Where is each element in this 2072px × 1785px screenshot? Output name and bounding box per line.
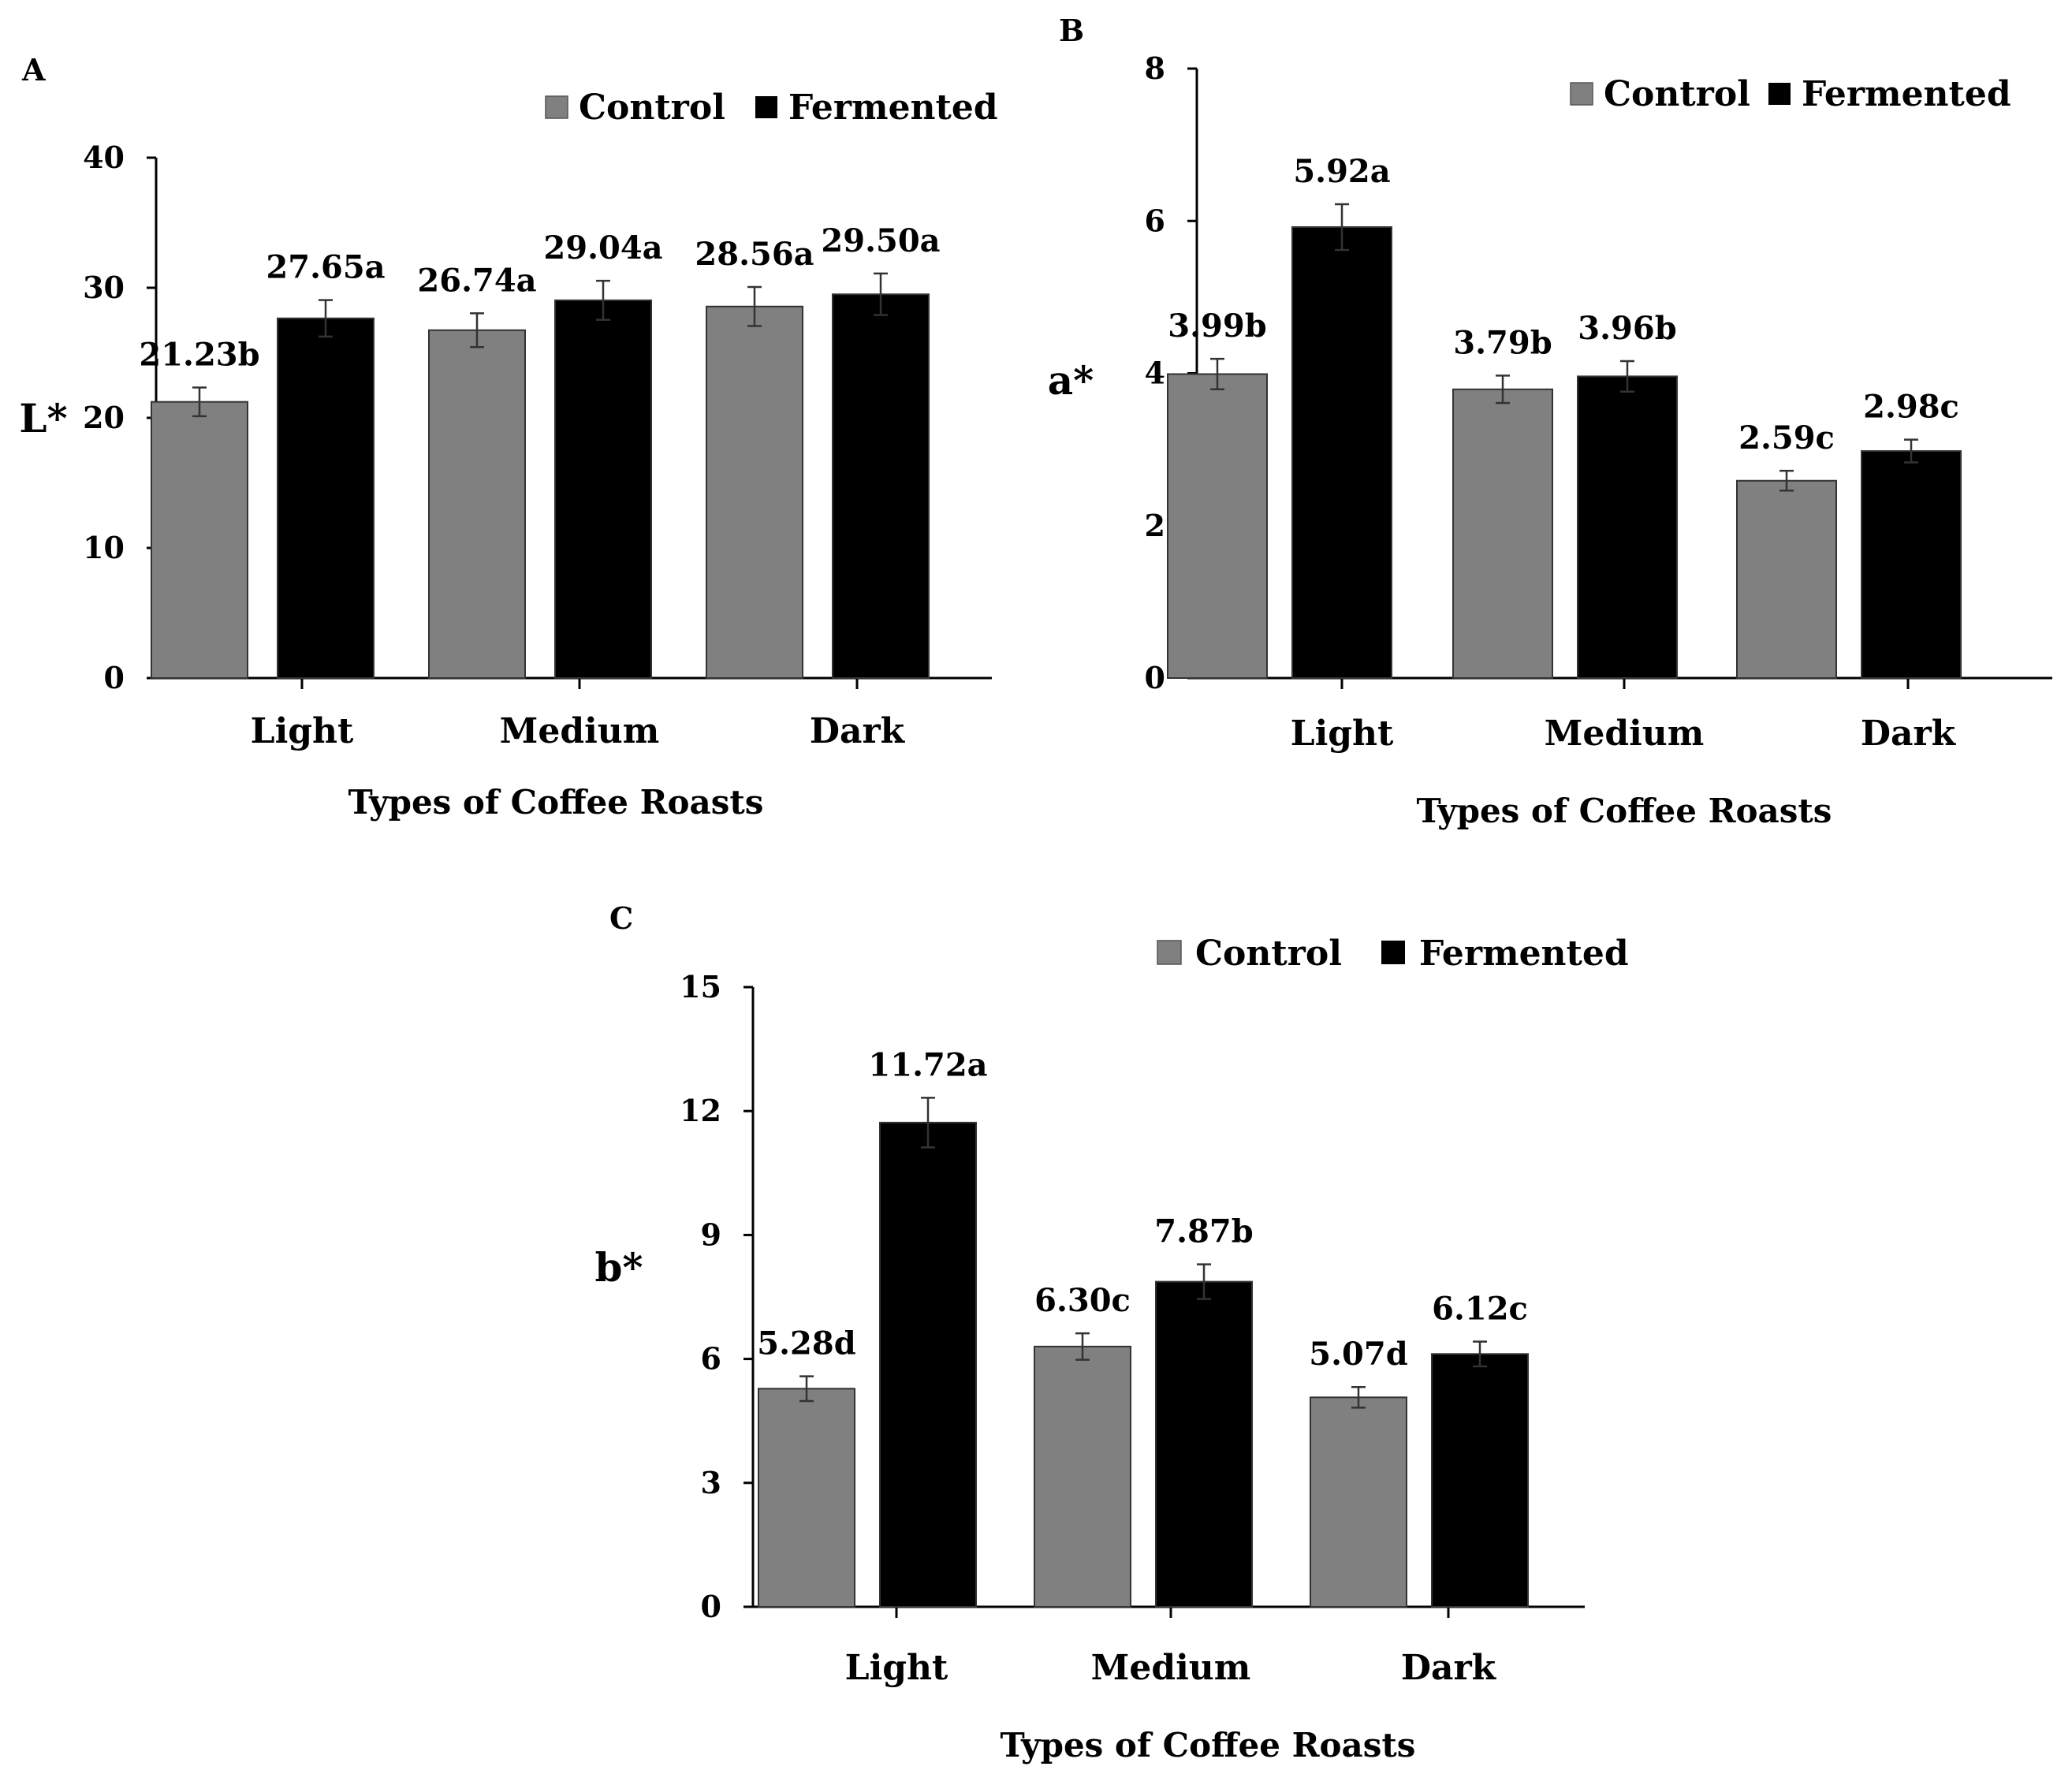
panel-a-bar-fermented-medium	[554, 299, 652, 679]
panel-a-y-tick-label: 10	[83, 530, 125, 565]
panel-c-x-tick-label: Dark	[1401, 1648, 1497, 1688]
panel-c-legend: Control Fermented	[1157, 933, 1629, 974]
panel-a-x-tick-label: Dark	[810, 711, 906, 751]
panel-b-bar-control-medium	[1452, 388, 1553, 679]
panel-b-y-tick-label: 0	[1145, 660, 1165, 695]
legend-swatch-fermented	[755, 96, 777, 118]
panel-c-ylabel: b*	[594, 1244, 643, 1291]
panel-a-data-label: 26.74a	[417, 262, 536, 299]
panel-b-bar-fermented-medium	[1577, 375, 1678, 679]
panel-c-y-tick-label: 9	[701, 1217, 721, 1252]
panel-a: A L* Types of Coffee Roasts Control Ferm…	[19, 52, 997, 822]
panel-a-y-tick-label: 20	[83, 400, 125, 435]
panel-a-data-label: 28.56a	[695, 236, 814, 273]
panel-a-y-tick-label: 40	[83, 140, 125, 175]
panel-b-data-label: 2.59c	[1738, 419, 1835, 456]
panel-c-y-tick-label: 0	[701, 1589, 721, 1624]
panel-b-x-tick-label: Dark	[1861, 714, 1957, 754]
panel-c-bar-fermented-light	[879, 1121, 977, 1608]
panel-c-data-label: 5.28d	[757, 1325, 855, 1362]
panel-a-bar-control-dark	[706, 305, 803, 679]
panel-b-y-tick-label: 8	[1145, 50, 1165, 86]
panel-a-data-label: 29.50a	[821, 222, 940, 259]
panel-a-data-label: 27.65a	[266, 249, 385, 286]
panel-a-bar-fermented-light	[277, 317, 375, 679]
panel-b-bar-control-dark	[1736, 479, 1837, 680]
panel-a-bar-control-light	[151, 401, 248, 679]
panel-a-x-tick-label: Medium	[500, 711, 660, 751]
panel-b-ylabel: a*	[1048, 357, 1094, 404]
panel-a-bar-fermented-dark	[832, 293, 930, 679]
panel-b-xlabel: Types of Coffee Roasts	[1417, 792, 1832, 830]
panel-c-x-tick-label: Light	[845, 1648, 948, 1688]
panel-c-x-tick-label: Medium	[1091, 1648, 1251, 1688]
panel-c-xlabel: Types of Coffee Roasts	[1001, 1726, 1416, 1765]
legend-label-fermented: Fermented	[788, 88, 998, 128]
panel-b-bar-control-light	[1167, 373, 1268, 679]
legend-swatch-fermented	[1381, 941, 1405, 964]
panel-b-x-tick-label: Medium	[1545, 714, 1705, 754]
panel-b: B a* Types of Coffee Roasts Control Ferm…	[1048, 13, 2052, 830]
panel-c: C b* Types of Coffee Roasts Control Ferm…	[594, 900, 1628, 1765]
panel-a-y-tick-label: 30	[83, 270, 125, 305]
legend-swatch-control	[1570, 82, 1593, 106]
panel-b-y-tick-label: 4	[1145, 356, 1165, 391]
panel-a-data-label: 21.23b	[139, 337, 259, 374]
panel-a-data-label: 29.04a	[543, 229, 662, 266]
panel-c-data-label: 5.07d	[1309, 1336, 1407, 1373]
panel-c-y-tick-label: 3	[701, 1465, 721, 1500]
panel-b-data-label: 2.98c	[1863, 389, 1959, 426]
panel-c-bar-control-medium	[1034, 1345, 1131, 1608]
panel-a-letter: A	[21, 52, 46, 88]
legend-label-control: Control	[579, 88, 725, 128]
legend-label-control: Control	[1604, 74, 1750, 114]
panel-b-data-label: 3.99b	[1168, 307, 1266, 345]
panel-c-data-label: 6.30c	[1034, 1282, 1131, 1319]
panel-a-xlabel: Types of Coffee Roasts	[348, 783, 764, 822]
legend-swatch-control	[545, 95, 568, 119]
panel-b-data-label: 3.79b	[1453, 324, 1552, 361]
legend-swatch-control	[1157, 940, 1182, 965]
panel-c-data-label: 7.87b	[1154, 1213, 1253, 1250]
panel-c-bar-fermented-dark	[1431, 1353, 1529, 1608]
panel-b-y-tick-label: 6	[1145, 203, 1165, 238]
legend-label-fermented: Fermented	[1802, 74, 2011, 114]
panel-c-data-label: 11.72a	[868, 1046, 987, 1083]
panel-c-y-tick-label: 6	[701, 1341, 721, 1377]
panel-c-letter: C	[609, 900, 633, 936]
panel-a-x-tick-label: Light	[251, 711, 354, 751]
panel-b-letter: B	[1059, 13, 1084, 48]
panel-c-bar-fermented-medium	[1155, 1280, 1253, 1608]
panel-b-x-tick-label: Light	[1291, 714, 1394, 754]
panel-b-bar-fermented-dark	[1861, 450, 1962, 679]
panel-b-data-label: 3.96b	[1578, 310, 1676, 347]
panel-c-data-label: 6.12c	[1432, 1291, 1528, 1328]
legend-label-fermented: Fermented	[1419, 933, 1629, 974]
legend-label-control: Control	[1195, 933, 1342, 974]
panel-c-y-tick-label: 12	[680, 1093, 721, 1128]
panel-a-ylabel: L*	[19, 395, 67, 442]
panel-b-y-tick-label: 2	[1145, 508, 1165, 543]
panel-c-bar-control-light	[758, 1388, 855, 1608]
panel-c-bar-control-dark	[1310, 1396, 1407, 1608]
panel-b-data-label: 5.92a	[1293, 153, 1390, 190]
panel-a-legend: Control Fermented	[545, 88, 998, 128]
panel-a-bar-control-medium	[428, 329, 526, 679]
panel-a-y-tick-label: 0	[104, 660, 125, 695]
legend-swatch-fermented	[1768, 83, 1791, 105]
panel-b-bar-fermented-light	[1291, 225, 1392, 680]
panel-c-y-tick-label: 15	[680, 969, 721, 1004]
panel-b-legend: Control Fermented	[1570, 74, 2011, 114]
